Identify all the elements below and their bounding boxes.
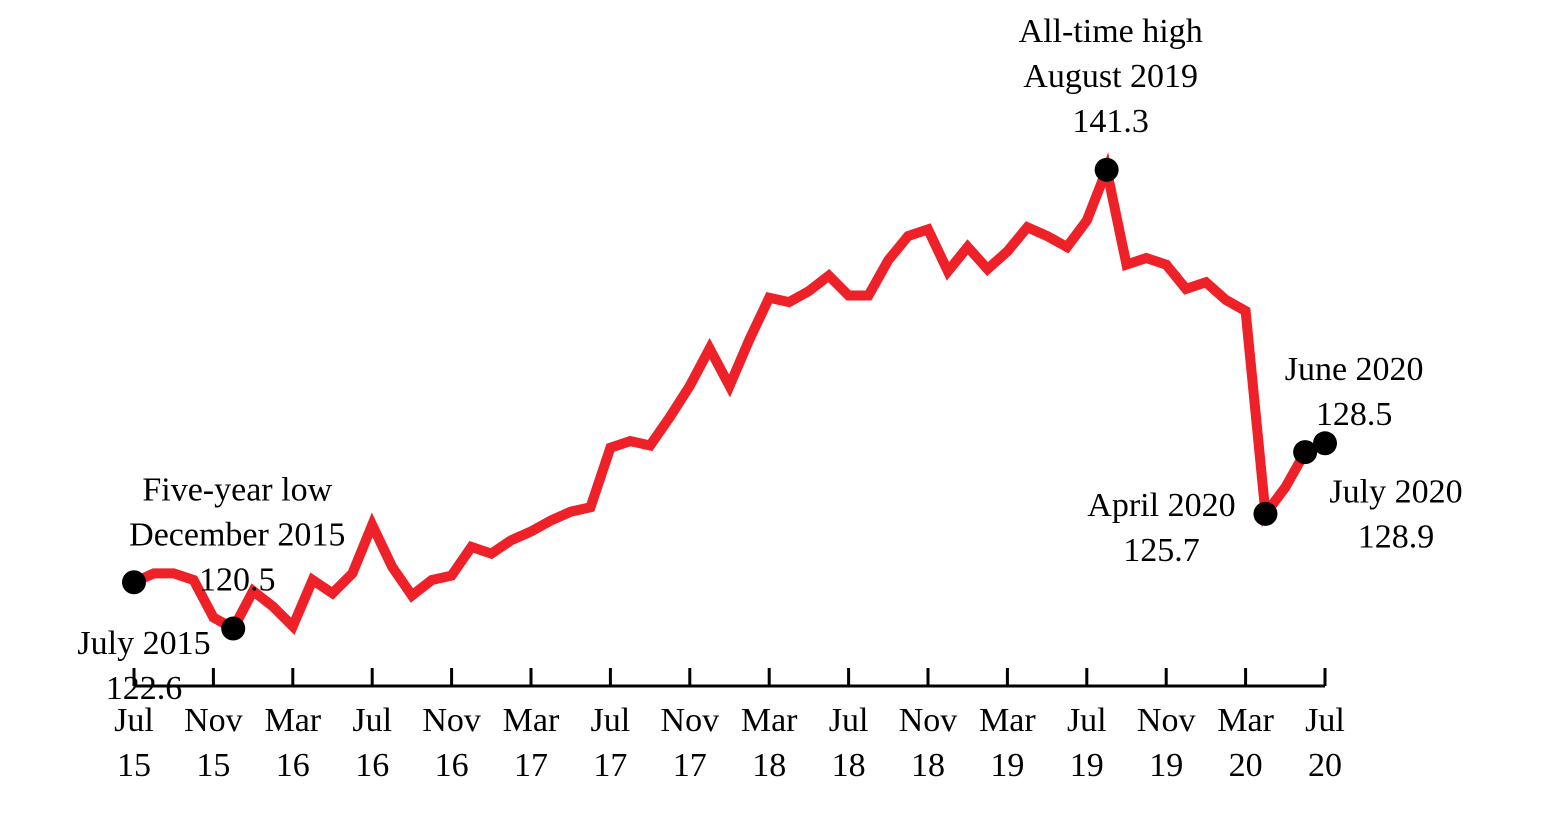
series-line-group (131, 152, 1328, 636)
x-tick-label: 17 (673, 747, 707, 784)
x-tick-label: 18 (752, 747, 786, 784)
x-tick-label: 18 (911, 747, 945, 784)
x-tick-label: Jul (829, 702, 869, 739)
x-tick-label: Nov (661, 702, 720, 739)
data-point-marker (1253, 501, 1278, 526)
x-tick-label: Jul (352, 702, 392, 739)
annotation-label: 128.5 (1316, 396, 1393, 433)
annotation-markers (122, 157, 1337, 641)
annotation-label: Five-year low (142, 472, 332, 509)
annotation-label: All-time high (1019, 13, 1203, 50)
x-tick-label: Mar (741, 702, 798, 739)
x-tick-label: 17 (593, 747, 627, 784)
data-point-marker (1094, 157, 1119, 182)
data-point-marker (122, 570, 146, 595)
x-tick-label: 16 (276, 747, 310, 784)
x-tick-label: Nov (422, 702, 481, 739)
x-tick-label: 15 (196, 747, 230, 784)
x-tick-label: Jul (1305, 702, 1345, 739)
x-tick-label: 19 (1149, 747, 1183, 784)
x-tick-label: Jul (591, 702, 631, 739)
x-tick-label: Mar (979, 702, 1036, 739)
x-tick-label: 17 (514, 747, 548, 784)
data-point-marker (1293, 440, 1318, 465)
annotation-label: June 2020 (1285, 351, 1424, 388)
annotation-label: 122.6 (106, 670, 183, 707)
x-tick-label: Jul (1067, 702, 1107, 739)
annotation-label: 141.3 (1072, 103, 1149, 140)
x-tick-label: 15 (117, 747, 151, 784)
x-tick-label: Mar (1217, 702, 1274, 739)
data-point-marker (221, 616, 246, 641)
x-tick-label: 19 (1070, 747, 1104, 784)
annotation-label: August 2019 (1023, 58, 1198, 95)
annotation-label: July 2015 (77, 625, 210, 662)
x-tick-label: Nov (1137, 702, 1196, 739)
annotation-labels: July 2015 122.6 Five-year low December 2015… (77, 13, 1462, 707)
x-tick-label: Nov (184, 702, 243, 739)
x-tick-label: 20 (1308, 747, 1342, 784)
x-tick-label: Nov (899, 702, 958, 739)
x-tick-label: Mar (503, 702, 560, 739)
annotation-label: 120.5 (199, 562, 276, 599)
x-tick-label: 16 (435, 747, 469, 784)
x-tick-label: 16 (355, 747, 389, 784)
annotation-label: April 2020 (1087, 487, 1235, 524)
x-tick-label: Mar (264, 702, 321, 739)
data-point-marker (1313, 431, 1337, 456)
x-tick-label: 20 (1229, 747, 1263, 784)
series-line-0 (131, 152, 1328, 636)
annotation-label: 125.7 (1123, 532, 1200, 569)
annotation-label: 128.9 (1358, 518, 1435, 555)
annotation-label: July 2020 (1329, 473, 1462, 510)
x-axis: Jul 15 Nov 15 Mar 16 Jul 16 Nov 16 Mar 17 Jul 17 Nov 17… (114, 668, 1345, 784)
x-tick-label: 19 (990, 747, 1024, 784)
annotation-label: December 2015 (129, 517, 345, 554)
x-tick-label: 18 (832, 747, 866, 784)
x-tick-label: Jul (114, 702, 154, 739)
